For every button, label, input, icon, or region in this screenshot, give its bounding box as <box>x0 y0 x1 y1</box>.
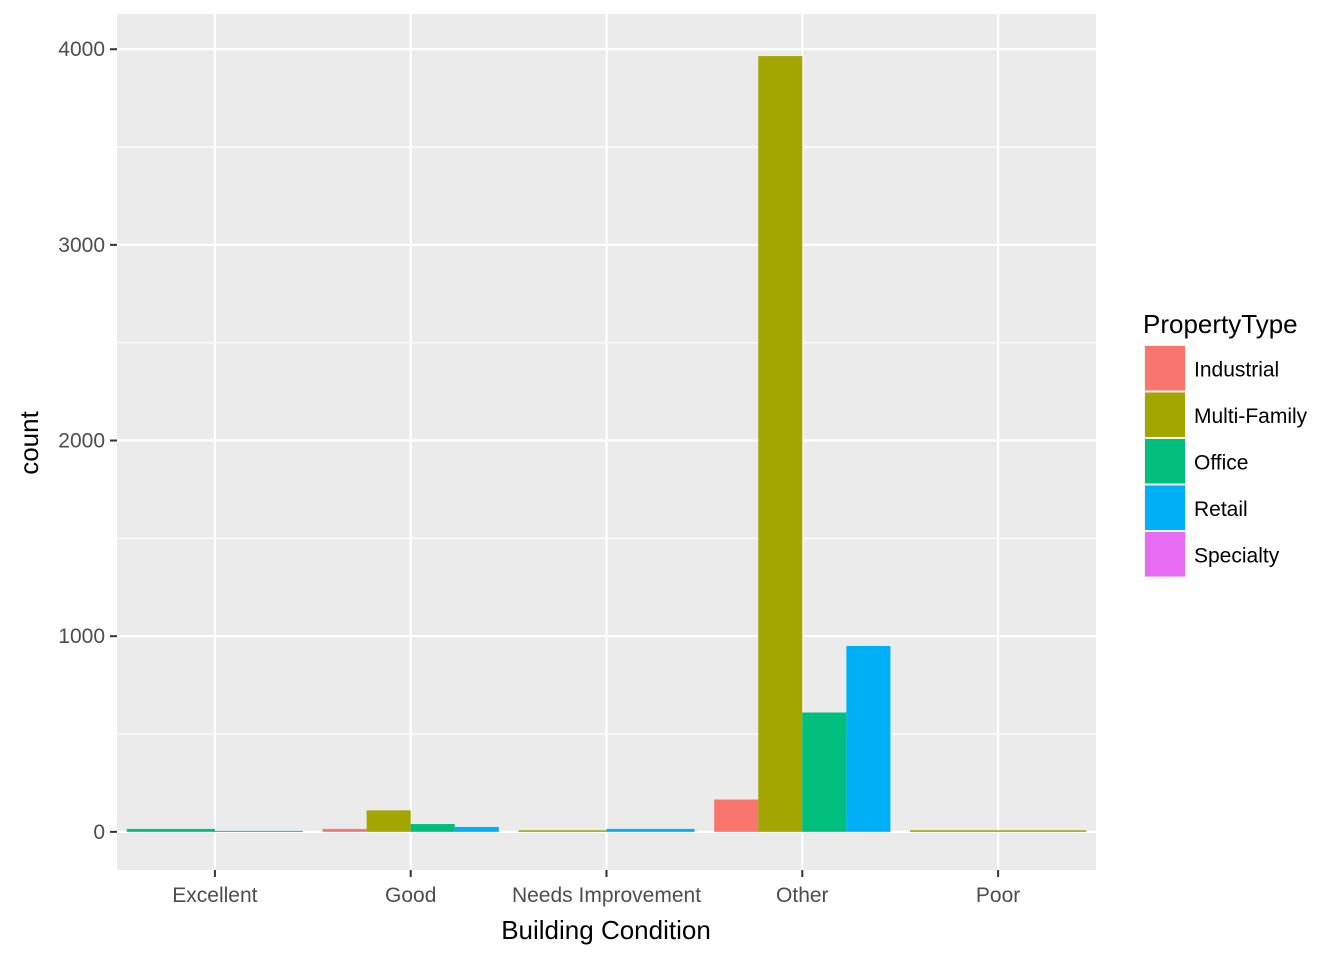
bar-other-retail <box>846 645 891 832</box>
y-tick-label: 3000 <box>58 234 105 257</box>
x-axis-title: Building Condition <box>501 915 711 945</box>
bar-good-multi-family <box>366 810 411 832</box>
legend-label-industrial: Industrial <box>1194 358 1279 381</box>
x-tick-label: Needs Improvement <box>512 884 701 907</box>
y-tick-label: 4000 <box>58 38 105 61</box>
bar-needs-improvement-retail <box>606 828 695 832</box>
legend-key-retail <box>1145 485 1185 530</box>
bar-good-office <box>410 824 455 832</box>
legend-label-specialty: Specialty <box>1194 544 1280 567</box>
x-tick-label: Good <box>385 884 436 907</box>
bar-other-office <box>802 712 847 832</box>
bar-good-industrial <box>322 828 367 832</box>
bar-poor-multi-family <box>909 830 1087 832</box>
legend-label-multi-family: Multi-Family <box>1194 405 1308 428</box>
y-tick-label: 0 <box>93 821 105 844</box>
y-tick-label: 2000 <box>58 430 105 453</box>
legend-label-office: Office <box>1194 451 1248 474</box>
bars <box>126 56 1087 832</box>
y-tick-label: 1000 <box>58 625 105 648</box>
y-axis: 0 1000 2000 3000 4000 <box>58 38 117 844</box>
legend-label-retail: Retail <box>1194 498 1248 521</box>
bar-other-industrial <box>714 799 759 832</box>
bar-good-retail <box>454 826 499 832</box>
y-axis-title: count <box>14 410 44 474</box>
x-tick-label: Other <box>776 884 829 907</box>
bar-needs-improvement-multi-family <box>518 830 607 832</box>
legend-title: PropertyType <box>1143 309 1298 339</box>
x-axis: Excellent Good Needs Improvement Other Poor <box>172 870 1020 907</box>
legend-key-multi-family <box>1145 392 1185 437</box>
bar-other-multi-family <box>758 56 803 832</box>
legend-key-specialty <box>1145 532 1185 577</box>
x-tick-label: Excellent <box>172 884 257 907</box>
x-tick-label: Poor <box>976 884 1020 907</box>
bar-excellent-retail <box>214 830 304 832</box>
grid-major <box>117 14 1096 870</box>
legend: PropertyType Industrial Multi-Family Offic… <box>1143 309 1308 578</box>
legend-key-office <box>1145 439 1185 484</box>
bar-excellent-office <box>126 828 215 832</box>
legend-key-industrial <box>1145 346 1185 391</box>
